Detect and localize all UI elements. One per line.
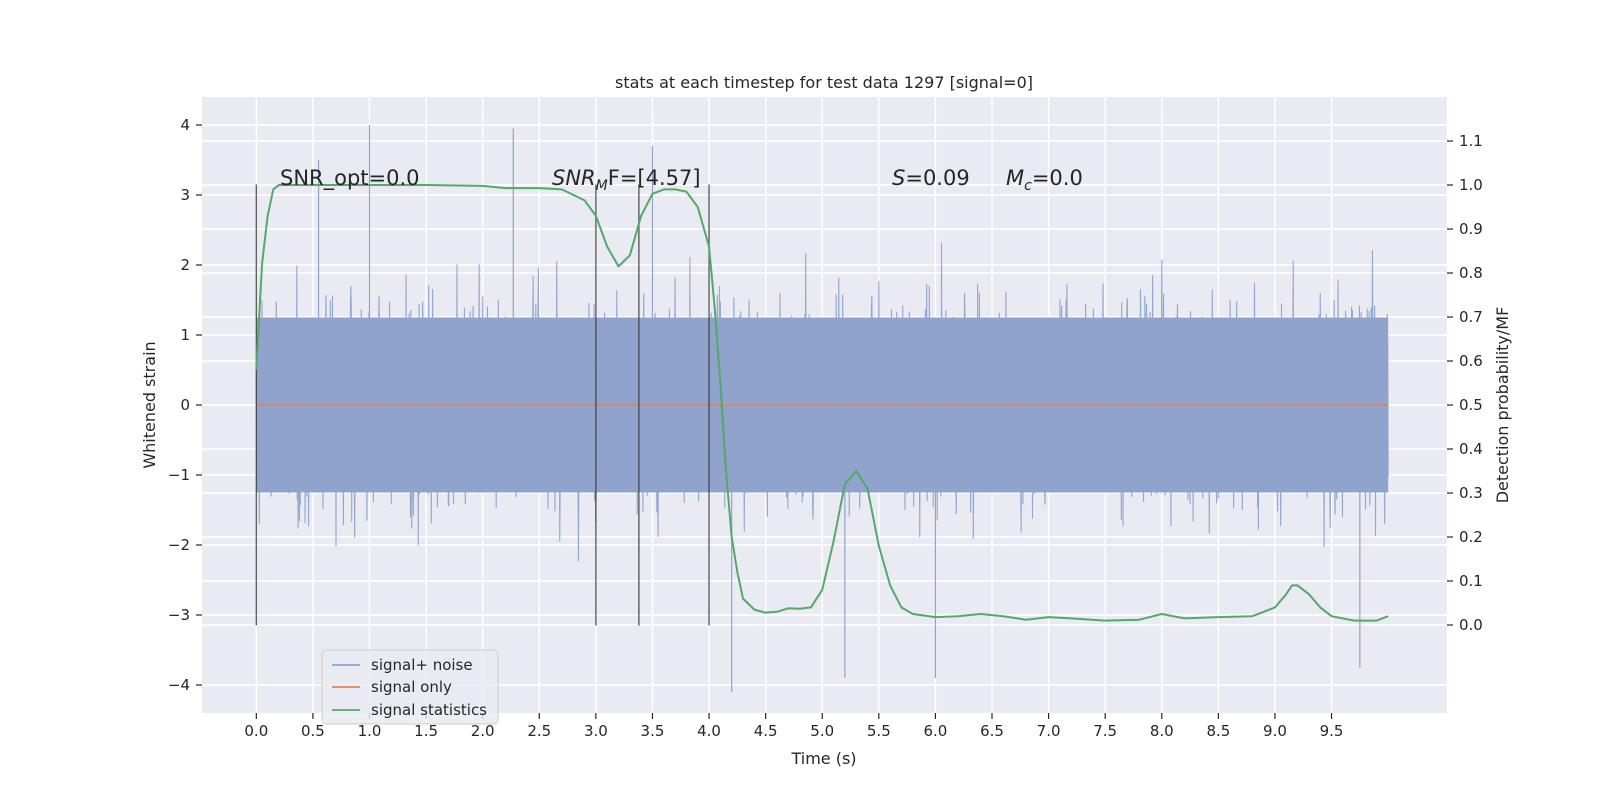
- x-axis-ticks: 0.0 0.5 1.0 1.5 2.0 2.5 3.0 3.5 4.0 4.5 5.0 5.5 6.0 6…: [244, 713, 1343, 740]
- x-tick-label: 7.0: [1037, 722, 1061, 740]
- x-tick-label: 6.5: [980, 722, 1004, 740]
- legend-label-signal-statistics: signal statistics: [371, 701, 487, 719]
- vertical-markers: [255, 184, 710, 626]
- right-y-tick-label: 0.7: [1459, 308, 1483, 326]
- y-tick-label: 2: [180, 256, 190, 274]
- y-tick-label: −4: [168, 676, 190, 694]
- y-tick-label: −1: [168, 466, 190, 484]
- x-tick-label: 0.5: [301, 722, 325, 740]
- legend-label-signal-noise: signal+ noise: [371, 656, 473, 674]
- x-tick-label: 1.0: [358, 722, 382, 740]
- right-y-tick-label: 0.2: [1459, 528, 1483, 546]
- x-tick-label: 0.0: [244, 722, 268, 740]
- left-y-axis-ticks: 4 3 2 1 0 −1 −2 −3 −4: [168, 116, 202, 694]
- right-y-tick-label: 1.1: [1459, 132, 1483, 150]
- snr-mf-sub: M: [596, 178, 608, 194]
- x-tick-label: 9.0: [1263, 722, 1287, 740]
- right-y-tick-label: 0.6: [1459, 352, 1483, 370]
- s-value: =0.09: [905, 166, 969, 190]
- snr-mf-main: SNR: [552, 166, 596, 190]
- legend-label-signal-only: signal only: [371, 678, 452, 696]
- y-tick-label: −3: [168, 606, 190, 624]
- y-tick-label: −2: [168, 536, 190, 554]
- signal-statistics-line: [255, 184, 1389, 622]
- y-axis-title: Whitened strain: [140, 341, 159, 468]
- legend: signal+ noise signal only signal statist…: [321, 649, 499, 725]
- snr-mf-rest: F=[4.57]: [608, 166, 701, 190]
- x-tick-label: 5.0: [810, 722, 834, 740]
- chart-title: stats at each timestep for test data 129…: [615, 73, 1033, 92]
- x-tick-label: 9.5: [1320, 722, 1344, 740]
- x-tick-label: 6.0: [923, 722, 947, 740]
- annotation-mc: Mc=0.0: [1006, 166, 1083, 194]
- x-tick-label: 3.5: [641, 722, 665, 740]
- x-tick-label: 8.0: [1150, 722, 1174, 740]
- x-tick-label: 1.5: [414, 722, 438, 740]
- right-y-axis-title: Detection probability/MF: [1493, 307, 1512, 504]
- mc-value: =0.0: [1032, 166, 1083, 190]
- right-y-axis-ticks: 1.1 1.0 0.9 0.8 0.7 0.6 0.5 0.4 0.3 0.2 0.1 0.0: [1447, 132, 1483, 634]
- right-y-tick-label: 1.0: [1459, 176, 1483, 194]
- x-tick-label: 2.5: [527, 722, 551, 740]
- right-y-tick-label: 0.9: [1459, 220, 1483, 238]
- x-axis-title: Time (s): [790, 749, 856, 768]
- x-tick-label: 7.5: [1093, 722, 1117, 740]
- x-tick-label: 4.5: [754, 722, 778, 740]
- s-label: S: [892, 166, 905, 190]
- legend-box: [321, 649, 499, 725]
- x-tick-label: 5.5: [867, 722, 891, 740]
- annotation-snr-opt: SNR_opt=0.0: [280, 166, 420, 191]
- noise-trace: [255, 242, 1389, 562]
- annotation-snr-mf: SNRMF=[4.57]: [552, 166, 701, 194]
- mc-main: M: [1006, 166, 1024, 190]
- right-y-tick-label: 0.3: [1459, 484, 1483, 502]
- right-y-tick-label: 0.0: [1459, 616, 1483, 634]
- x-tick-label: 3.0: [584, 722, 608, 740]
- right-y-tick-label: 0.1: [1459, 572, 1483, 590]
- right-y-tick-label: 0.8: [1459, 264, 1483, 282]
- annotation-s: S=0.09: [892, 166, 970, 190]
- x-tick-label: 2.0: [471, 722, 495, 740]
- y-tick-label: 1: [180, 326, 190, 344]
- y-tick-label: 0: [180, 396, 190, 414]
- y-tick-label: 4: [180, 116, 190, 134]
- mc-sub: c: [1024, 178, 1032, 194]
- signal-statistics-series: [255, 184, 1389, 622]
- x-tick-label: 4.0: [697, 722, 721, 740]
- right-y-tick-label: 0.5: [1459, 396, 1483, 414]
- x-tick-label: 8.5: [1206, 722, 1230, 740]
- y-tick-label: 3: [180, 186, 190, 204]
- right-y-tick-label: 0.4: [1459, 440, 1483, 458]
